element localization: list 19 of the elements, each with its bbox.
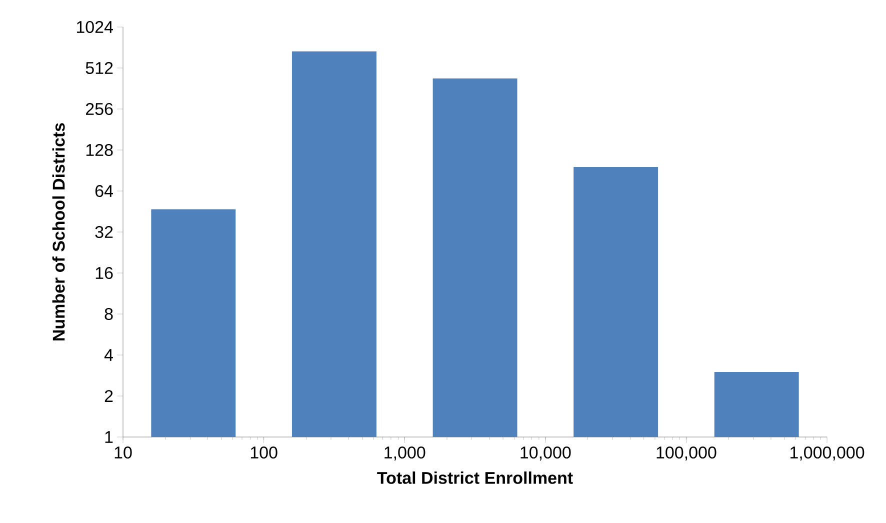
y-tick-label: 16 xyxy=(96,266,113,280)
y-tick-label: 512 xyxy=(86,62,113,74)
x-tick-label: 1,000,000 xyxy=(790,446,864,461)
y-tick-label: 2 xyxy=(104,390,113,402)
y-tick-label: 256 xyxy=(86,102,113,116)
x-tick-label: 100,000 xyxy=(656,446,716,461)
y-tick-label: 64 xyxy=(95,184,113,198)
y-tick-label: 1024 xyxy=(76,20,113,34)
y-tick-label: 128 xyxy=(86,144,113,156)
x-tick-label: 100 xyxy=(250,446,278,459)
y-axis-title: Number of School Districts xyxy=(52,123,65,340)
y-tick-label: 8 xyxy=(104,308,113,320)
y-tick-label: 32 xyxy=(95,226,113,238)
y-tick-label: 1 xyxy=(105,431,113,443)
x-tick-label: 1,000 xyxy=(384,446,426,461)
y-tick-label: 4 xyxy=(104,349,113,361)
x-tick-label: 10,000 xyxy=(520,446,571,461)
x-tick-label: 10 xyxy=(114,446,132,459)
x-axis-title: Total District Enrollment xyxy=(377,471,573,484)
